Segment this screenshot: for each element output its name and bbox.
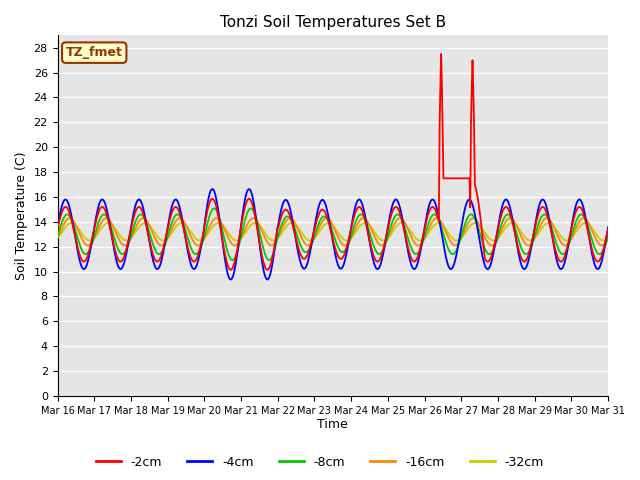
Text: TZ_fmet: TZ_fmet (66, 46, 123, 59)
X-axis label: Time: Time (317, 419, 348, 432)
Legend: -2cm, -4cm, -8cm, -16cm, -32cm: -2cm, -4cm, -8cm, -16cm, -32cm (91, 451, 549, 474)
Y-axis label: Soil Temperature (C): Soil Temperature (C) (15, 151, 28, 280)
Title: Tonzi Soil Temperatures Set B: Tonzi Soil Temperatures Set B (220, 15, 446, 30)
